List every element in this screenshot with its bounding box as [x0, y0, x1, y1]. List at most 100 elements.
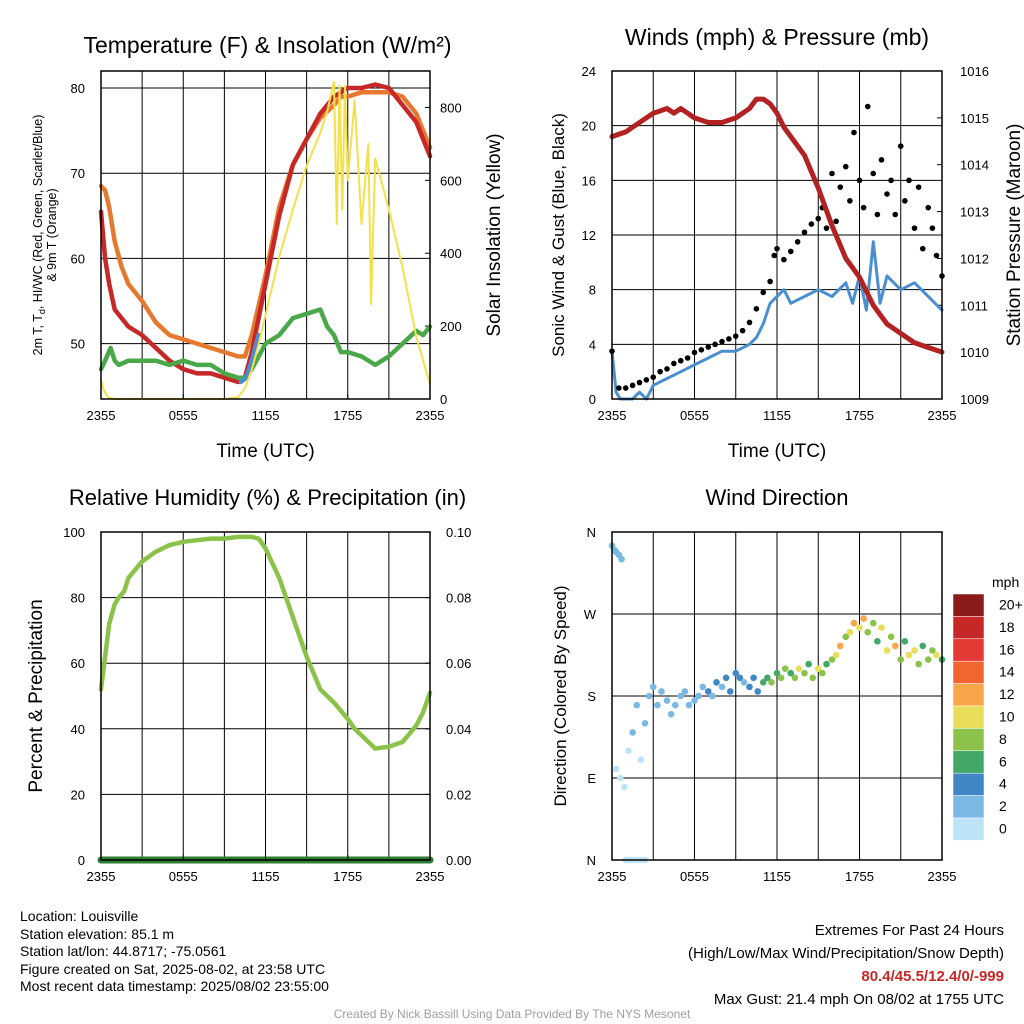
- y-tick-label: 40: [71, 722, 85, 737]
- direction-point: [637, 756, 645, 764]
- gust-point: [629, 382, 636, 389]
- y-tick-label: 70: [71, 166, 85, 181]
- legend-label: 10: [999, 709, 1015, 725]
- gust-point: [719, 338, 725, 345]
- gust-point: [801, 229, 808, 236]
- legend-title: mph: [992, 574, 1019, 590]
- gust-point: [671, 360, 677, 367]
- legend-label: 18: [999, 619, 1015, 635]
- direction-point: [891, 642, 899, 650]
- gust-point: [753, 306, 760, 312]
- x-axis-label: Time (UTC): [216, 441, 315, 462]
- direction-point: [649, 683, 657, 691]
- direction-point: [699, 683, 707, 691]
- gust-point: [726, 336, 732, 342]
- direction-point: [929, 647, 936, 654]
- direction-point: [850, 619, 858, 627]
- gust-point: [746, 319, 753, 326]
- chart-title: Winds (mph) & Pressure (mb): [625, 24, 929, 50]
- direction-point: [722, 674, 730, 682]
- chart-title: Wind Direction: [705, 485, 848, 510]
- direction-point: [911, 647, 918, 654]
- direction-point: [809, 674, 817, 682]
- direction-point: [905, 651, 913, 659]
- y-tick-label: W: [584, 607, 597, 622]
- legend-swatch: [952, 772, 985, 796]
- legend-swatch: [952, 817, 985, 841]
- gust-point: [815, 215, 822, 222]
- y-tick-label: 100: [63, 525, 85, 540]
- x-tick-label: 0555: [680, 408, 709, 423]
- y-tick-label: N: [587, 853, 596, 868]
- y-tick-label: 4: [589, 337, 596, 352]
- y2-tick-label: 1013: [960, 205, 989, 220]
- direction-point: [795, 665, 803, 672]
- legend-label: 12: [999, 686, 1015, 702]
- recent-timestamp-text: Most recent data timestamp: 2025/08/02 2…: [20, 978, 329, 994]
- legend-label: 4: [999, 776, 1007, 792]
- direction-point: [667, 710, 675, 718]
- gust-point: [650, 374, 657, 380]
- direction-point: [846, 628, 854, 636]
- direction-point: [616, 774, 624, 782]
- legend-swatch: [952, 728, 985, 752]
- direction-point: [750, 674, 757, 682]
- y-tick-label: S: [587, 689, 596, 704]
- direction-point: [629, 729, 636, 736]
- legend-swatch: [952, 593, 985, 617]
- x-tick-label: 0555: [680, 869, 709, 884]
- x-tick-label: 1155: [763, 408, 791, 423]
- y-tick-label: 80: [71, 81, 85, 96]
- direction-point: [897, 656, 905, 663]
- x-tick-label: 2355: [416, 408, 445, 423]
- gust-point: [732, 333, 739, 339]
- direction-point: [645, 692, 653, 700]
- x-tick-label: 1155: [763, 869, 791, 884]
- direction-point: [856, 624, 863, 631]
- y2-tick-label: 0.08: [446, 591, 471, 606]
- y2-tick-label: 0.10: [446, 525, 471, 540]
- direction-point: [819, 669, 826, 677]
- gust-point: [864, 103, 871, 110]
- gust-point: [925, 204, 932, 211]
- direction-point: [691, 697, 698, 704]
- direction-point: [887, 633, 895, 641]
- gust-point: [739, 327, 746, 334]
- legend-label: 14: [999, 664, 1015, 680]
- humidity-precipitation-chart: 0 20 40 60 80 100 0.00 0.02 0.04 0.06 0.08 0.10 2355…: [26, 485, 471, 884]
- x-tick-label: 0555: [169, 408, 198, 423]
- direction-point: [764, 674, 771, 682]
- gust-point: [691, 349, 698, 356]
- winds-pressure-chart: 0 4 8 12 16 20 24 1009 1010 1011 1012 1013 1014 1015 1…: [549, 24, 1024, 462]
- gust-point: [794, 239, 801, 245]
- direction-point: [740, 679, 748, 686]
- x-tick-label: 1755: [333, 408, 362, 423]
- chart-title: Relative Humidity (%) & Precipitation (i…: [69, 485, 466, 510]
- direction-point: [860, 615, 867, 622]
- y-tick-label: 0: [589, 392, 596, 407]
- x-tick-label: 2355: [928, 869, 957, 884]
- gust-point: [774, 245, 780, 252]
- gust-point: [888, 177, 894, 184]
- gust-point: [833, 218, 839, 225]
- gust-point: [664, 366, 670, 372]
- legend-swatch: [952, 638, 985, 662]
- legend-label: 20+: [999, 597, 1023, 613]
- gust-point: [823, 225, 830, 231]
- gust-point: [636, 379, 643, 386]
- gust-point: [771, 252, 778, 259]
- y-tick-label: 60: [71, 656, 85, 671]
- direction-point: [625, 747, 632, 754]
- direction-point: [883, 647, 891, 654]
- latlon-text: Station lat/lon: 44.8717; -75.0561: [20, 943, 227, 959]
- gust-point: [929, 225, 936, 231]
- x-tick-label: 1155: [252, 408, 280, 423]
- y2-tick-label: 1014: [960, 158, 989, 173]
- direction-point: [681, 688, 689, 695]
- y2-tick-label: 400: [440, 246, 462, 261]
- credit-text: Created By Nick Bassill Using Data Provi…: [333, 1007, 691, 1021]
- series-line-0: [98, 90, 433, 359]
- gust-point: [902, 198, 908, 204]
